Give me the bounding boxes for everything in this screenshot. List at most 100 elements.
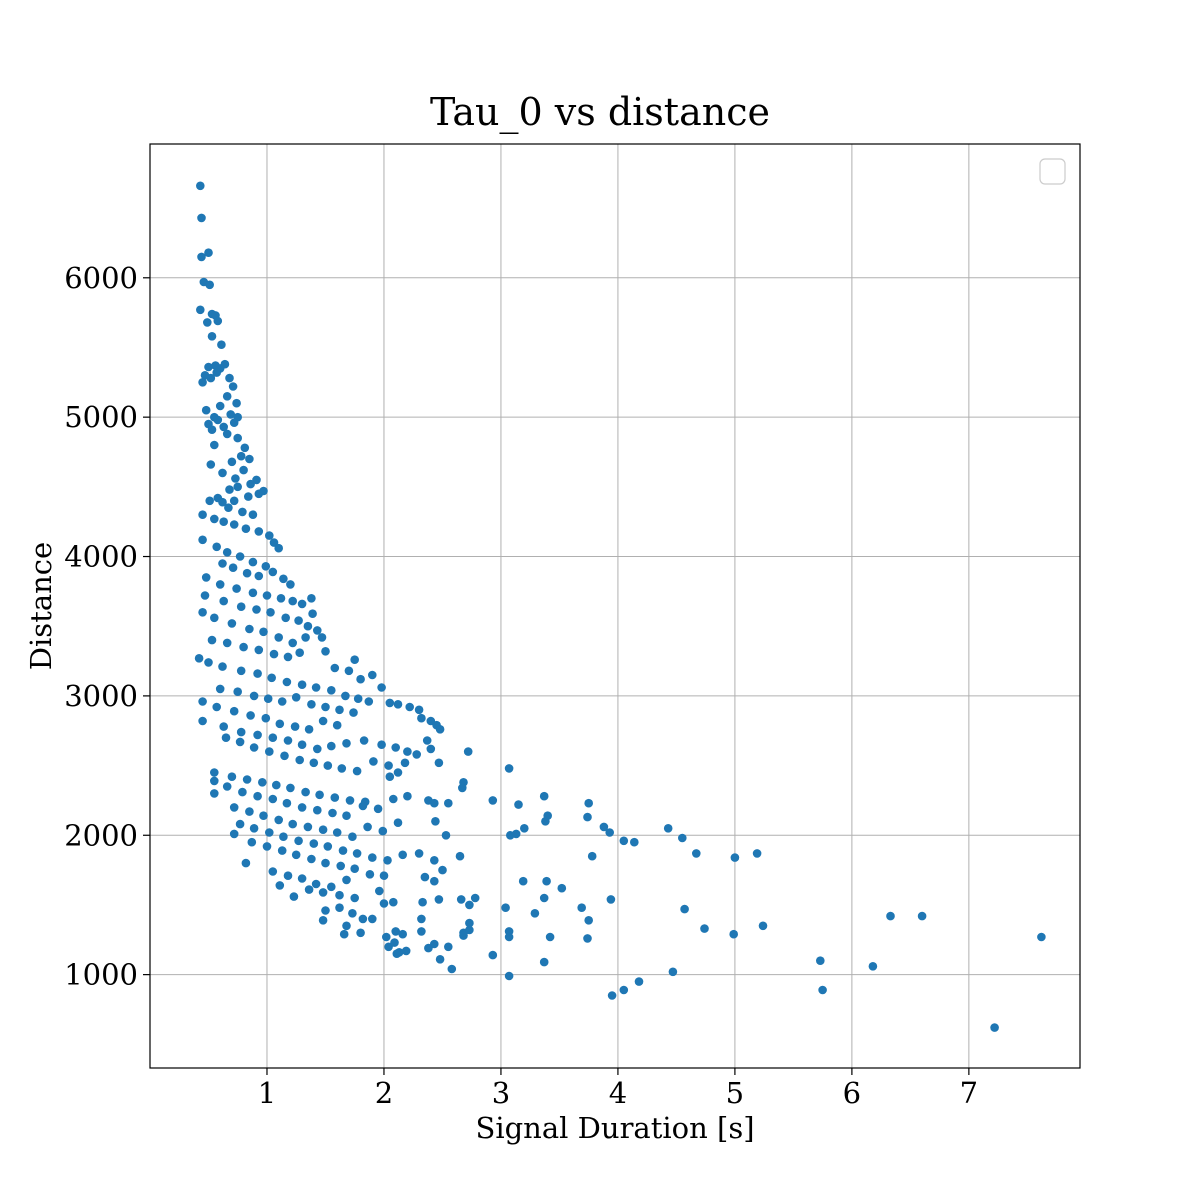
data-point bbox=[236, 666, 246, 676]
y-tick-label: 6000 bbox=[64, 261, 138, 295]
data-point bbox=[758, 921, 768, 931]
data-point bbox=[488, 796, 498, 805]
data-point bbox=[545, 932, 555, 942]
data-point bbox=[249, 691, 259, 701]
data-point bbox=[233, 687, 242, 696]
data-point bbox=[215, 580, 225, 589]
data-point bbox=[204, 658, 213, 667]
data-point bbox=[241, 858, 251, 868]
data-point bbox=[424, 943, 433, 953]
data-point bbox=[375, 886, 384, 896]
data-point bbox=[488, 950, 498, 960]
data-point bbox=[584, 798, 593, 808]
data-point bbox=[430, 876, 439, 886]
data-point bbox=[206, 460, 216, 469]
data-point bbox=[274, 815, 284, 825]
data-point bbox=[434, 758, 444, 768]
data-point bbox=[272, 780, 281, 790]
data-point bbox=[304, 885, 314, 894]
data-point bbox=[539, 957, 549, 967]
data-point bbox=[332, 828, 342, 837]
data-point bbox=[400, 758, 410, 768]
data-point bbox=[447, 964, 457, 974]
data-point bbox=[288, 819, 298, 829]
data-point bbox=[384, 761, 393, 770]
data-point bbox=[417, 713, 426, 723]
data-point bbox=[288, 596, 298, 606]
x-tick-label: 6 bbox=[843, 1076, 861, 1110]
data-point bbox=[198, 378, 207, 387]
data-point bbox=[520, 824, 529, 833]
data-point bbox=[207, 425, 217, 435]
data-point bbox=[339, 929, 349, 939]
data-point bbox=[514, 800, 523, 809]
data-point bbox=[542, 876, 551, 886]
data-point bbox=[321, 647, 330, 656]
data-point bbox=[668, 967, 678, 977]
data-point bbox=[210, 768, 219, 777]
data-point bbox=[197, 252, 206, 262]
data-point bbox=[283, 652, 293, 662]
data-point bbox=[215, 684, 225, 694]
data-point bbox=[197, 213, 206, 223]
data-point bbox=[254, 645, 264, 655]
data-point bbox=[210, 440, 219, 450]
data-point bbox=[917, 911, 927, 921]
data-point bbox=[377, 683, 386, 692]
data-point bbox=[422, 736, 432, 745]
data-point bbox=[557, 883, 567, 893]
data-point bbox=[252, 605, 261, 614]
data-point bbox=[337, 764, 347, 773]
data-point bbox=[356, 928, 365, 938]
data-point bbox=[352, 766, 362, 776]
data-point bbox=[398, 850, 408, 860]
data-point bbox=[335, 705, 344, 715]
data-point bbox=[303, 621, 313, 631]
data-point bbox=[210, 789, 219, 798]
data-point bbox=[341, 691, 350, 701]
data-point bbox=[232, 398, 241, 408]
data-point bbox=[265, 531, 274, 540]
data-point bbox=[330, 793, 340, 802]
data-point bbox=[210, 613, 219, 623]
data-point bbox=[309, 758, 319, 768]
axis-ticks: 1 2 3 4 5 6 7 1000 2000 3000 4000 5000 6000 bbox=[64, 261, 978, 1110]
data-point bbox=[262, 842, 272, 851]
data-point bbox=[434, 895, 444, 904]
data-point bbox=[368, 853, 377, 862]
data-point bbox=[227, 619, 237, 628]
data-point bbox=[463, 747, 473, 756]
data-point bbox=[196, 305, 205, 315]
data-point bbox=[229, 418, 239, 428]
data-point bbox=[335, 890, 344, 900]
data-point bbox=[678, 833, 687, 843]
data-point bbox=[459, 931, 468, 940]
data-point bbox=[634, 977, 644, 986]
data-point bbox=[403, 747, 412, 756]
data-point bbox=[501, 903, 510, 912]
data-point bbox=[244, 492, 253, 501]
data-point bbox=[321, 858, 330, 868]
data-point bbox=[265, 828, 274, 837]
data-point bbox=[345, 796, 355, 805]
data-point bbox=[212, 702, 221, 712]
data-point bbox=[218, 662, 227, 671]
data-point bbox=[276, 594, 286, 603]
data-point bbox=[353, 694, 363, 703]
data-point bbox=[283, 736, 293, 745]
data-point bbox=[233, 482, 242, 492]
data-point bbox=[382, 932, 391, 942]
data-point bbox=[277, 697, 287, 706]
data-point bbox=[235, 819, 245, 829]
data-point bbox=[207, 332, 217, 341]
data-point bbox=[240, 443, 250, 453]
data-point bbox=[210, 776, 219, 786]
data-point bbox=[403, 791, 412, 801]
data-point bbox=[229, 829, 239, 839]
data-point bbox=[282, 677, 292, 687]
data-point bbox=[252, 475, 261, 485]
data-point bbox=[389, 897, 398, 907]
data-point bbox=[313, 805, 322, 815]
data-point bbox=[194, 654, 204, 663]
x-tick-label: 3 bbox=[492, 1076, 510, 1110]
